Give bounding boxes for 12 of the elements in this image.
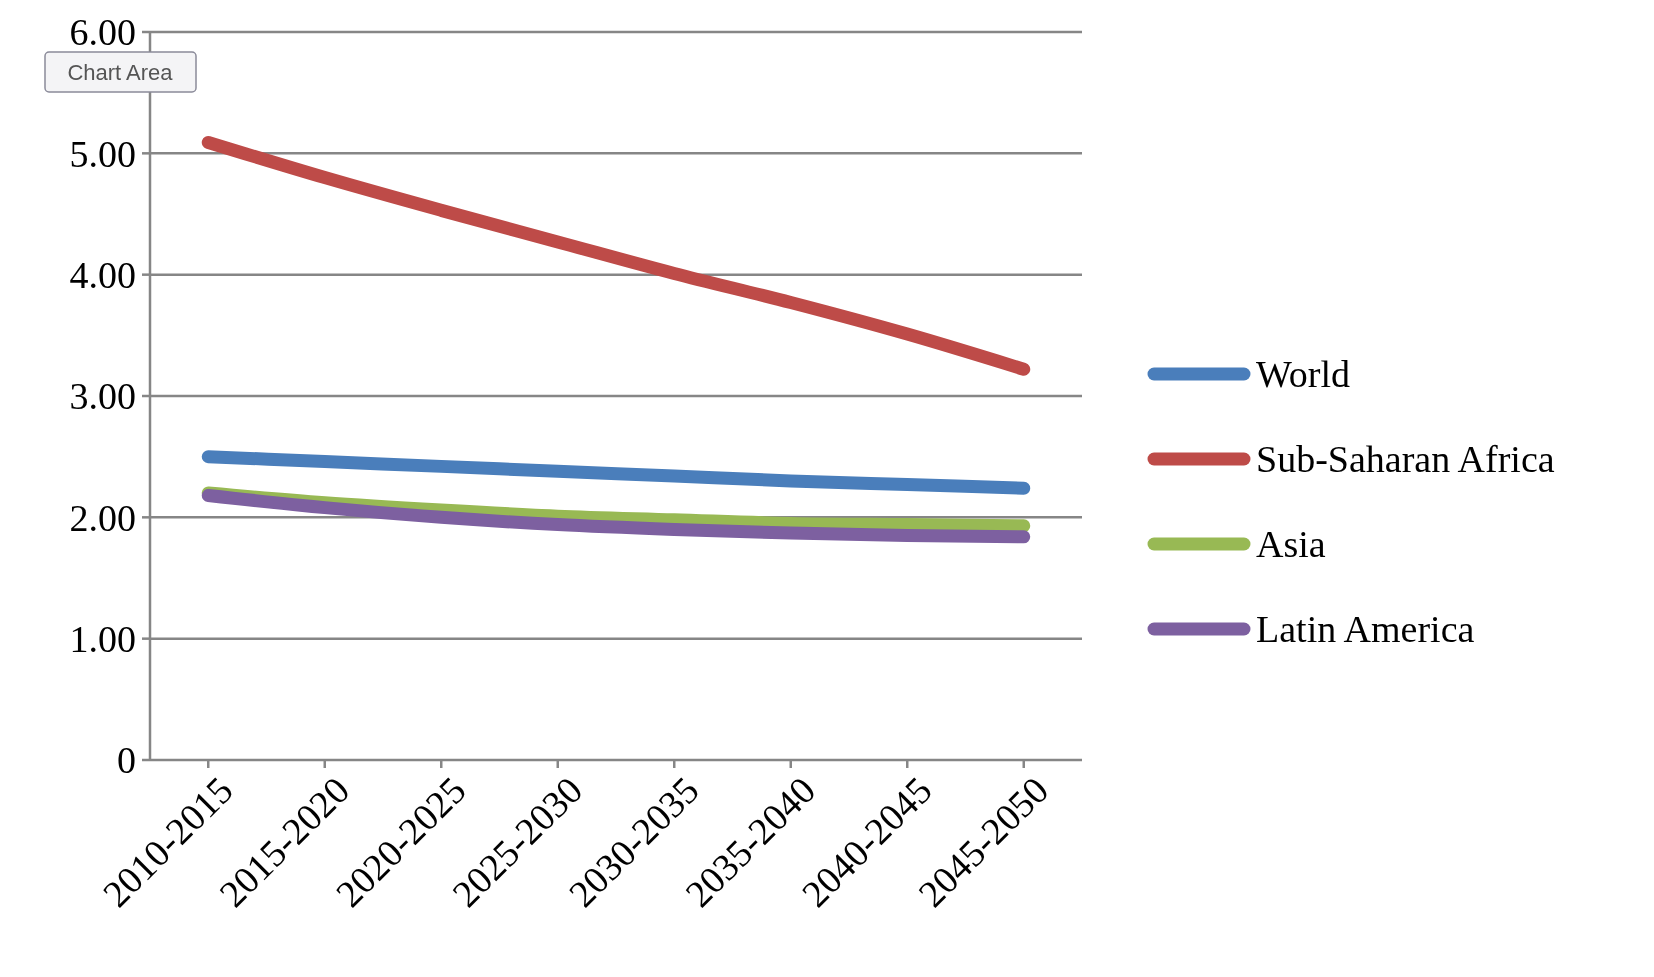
legend-label: Sub-Saharan Africa: [1256, 438, 1555, 481]
y-tick-label: 5.00: [69, 132, 136, 175]
y-tick-label: 0: [117, 739, 136, 782]
annotation: Chart Area: [67, 59, 174, 85]
legend-label: World: [1256, 353, 1351, 396]
y-tick-label: 2.00: [69, 496, 136, 539]
legend-label: Asia: [1256, 523, 1326, 566]
legend-label: Latin America: [1256, 608, 1475, 651]
y-tick-label: 3.00: [69, 375, 136, 418]
y-tick-label: 6.00: [69, 11, 136, 54]
y-tick-label: 4.00: [69, 253, 136, 296]
y-tick-label: 1.00: [69, 617, 136, 660]
